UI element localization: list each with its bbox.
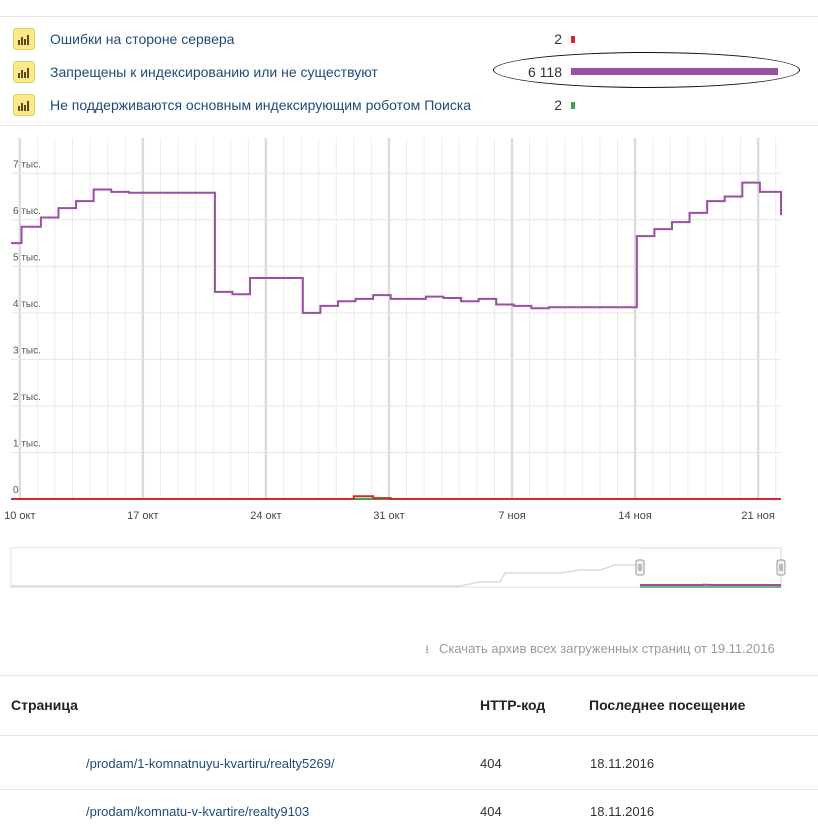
chart-toggle-unsupported[interactable] xyxy=(13,94,35,116)
download-icon: ⭳ xyxy=(425,642,430,656)
legend-bar-server-errors xyxy=(571,36,575,43)
table-row-page-link[interactable]: /prodam/1-komnatnuyu-kvartiru/realty5269… xyxy=(86,756,335,771)
y-tick-label: 5 тыс. xyxy=(13,252,41,263)
table-row-last-visit: 18.11.2016 xyxy=(590,756,655,771)
table-row-http-code: 404 xyxy=(480,804,502,819)
legend-divider xyxy=(0,125,818,126)
y-tick-label: 7 тыс. xyxy=(13,159,41,170)
column-header-http-code[interactable]: HTTP-код xyxy=(480,697,546,713)
legend-row-forbidden: Запрещены к индексированию или не сущест… xyxy=(0,58,818,86)
table-row-http-code: 404 xyxy=(480,756,502,771)
x-tick-label: 24 окт xyxy=(250,510,281,522)
x-tick-label: 10 окт xyxy=(4,510,35,522)
y-tick-label: 0 xyxy=(13,485,19,496)
download-archive-link[interactable]: ⭳ Скачать архив всех загруженных страниц … xyxy=(425,640,775,661)
y-tick-label: 2 тыс. xyxy=(13,392,41,403)
table-row-page-link[interactable]: /prodam/komnatu-v-kvartire/realty9103 xyxy=(86,804,310,819)
x-tick-label: 21 ноя xyxy=(741,510,774,522)
y-tick-label: 1 тыс. xyxy=(13,438,41,449)
legend-bar-unsupported xyxy=(571,102,575,109)
table-header-divider xyxy=(0,735,818,736)
legend-row-server-errors: Ошибки на стороне сервера 2 xyxy=(0,25,818,53)
y-tick-label: 4 тыс. xyxy=(13,299,41,310)
range-navigator[interactable] xyxy=(0,540,818,600)
top-divider xyxy=(0,16,818,17)
y-tick-label: 3 тыс. xyxy=(13,345,41,356)
legend-bar-forbidden xyxy=(571,68,778,75)
table-row-last-visit: 18.11.2016 xyxy=(590,804,655,819)
table-top-divider xyxy=(0,675,818,676)
bar-chart-icon xyxy=(18,101,29,111)
legend-label-forbidden[interactable]: Запрещены к индексированию или не сущест… xyxy=(50,64,378,80)
column-header-page[interactable]: Страница xyxy=(11,697,78,713)
download-archive-text: Скачать архив всех загруженных страниц о… xyxy=(439,641,775,656)
y-tick-label: 6 тыс. xyxy=(13,206,41,217)
navigator-handle[interactable] xyxy=(776,559,786,576)
chart-toggle-server-errors[interactable] xyxy=(13,28,35,50)
legend-count-server-errors: 2 xyxy=(554,31,562,47)
legend-label-unsupported[interactable]: Не поддерживаются основным индексирующим… xyxy=(50,97,472,113)
navigator-history-line xyxy=(11,561,641,587)
main-chart: 0 1 тыс. 2 тыс. 3 тыс. 4 тыс. 5 тыс. 6 тыс. 7 т… xyxy=(4,138,782,522)
series-line-0 xyxy=(11,181,782,314)
legend-label-server-errors[interactable]: Ошибки на стороне сервера xyxy=(50,31,235,47)
navigator-handle[interactable] xyxy=(635,559,645,576)
table-row-divider xyxy=(0,789,818,790)
x-tick-label: 7 ноя xyxy=(498,510,525,522)
legend-count-forbidden: 6 118 xyxy=(528,64,562,80)
navigator-unselected-area xyxy=(11,548,640,587)
series-line-1 xyxy=(11,495,781,500)
column-header-last-visit[interactable]: Последнее посещение xyxy=(589,697,746,713)
x-tick-label: 17 окт xyxy=(127,510,158,522)
x-tick-label: 31 окт xyxy=(373,510,404,522)
x-tick-label: 14 ноя xyxy=(618,510,651,522)
bar-chart-icon xyxy=(18,35,29,45)
bar-chart-icon xyxy=(18,68,29,78)
chart-toggle-forbidden[interactable] xyxy=(13,61,35,83)
legend-row-unsupported: Не поддерживаются основным индексирующим… xyxy=(0,91,818,119)
legend-count-unsupported: 2 xyxy=(554,97,562,113)
